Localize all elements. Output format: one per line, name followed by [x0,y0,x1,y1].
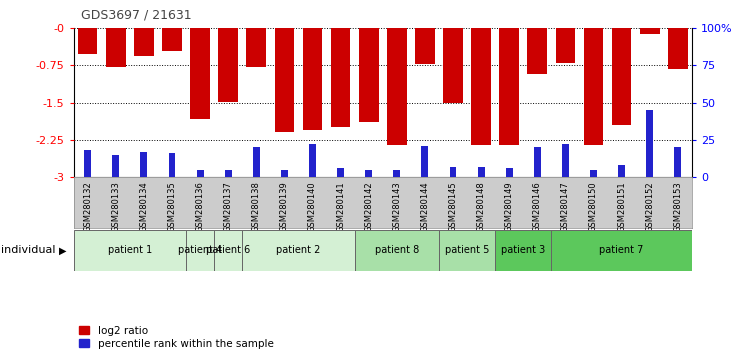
Text: patient 6: patient 6 [206,245,250,256]
Bar [450,167,456,177]
Text: GSM280152: GSM280152 [645,181,654,232]
Text: individual: individual [1,245,55,256]
Bar [499,28,519,145]
Bar [674,147,682,177]
Bar [247,28,266,67]
Bar [618,165,625,177]
Bar [330,28,350,127]
Bar [439,230,495,271]
Bar [113,155,119,177]
Bar [281,170,288,177]
Bar [337,168,344,177]
Bar [556,28,576,63]
Bar [551,230,692,271]
Bar [640,28,659,34]
Text: GSM280136: GSM280136 [196,181,205,232]
Bar [162,28,182,51]
Bar [359,28,378,122]
Text: GSM280135: GSM280135 [168,181,177,232]
Bar [495,230,551,271]
Text: patient 3: patient 3 [501,245,545,256]
Bar [443,28,463,103]
Text: GDS3697 / 21631: GDS3697 / 21631 [81,8,191,21]
Text: GSM280141: GSM280141 [336,181,345,232]
Bar [422,146,428,177]
Bar [562,144,569,177]
Text: GSM280153: GSM280153 [673,181,682,232]
Bar [197,170,203,177]
Text: GSM280148: GSM280148 [477,181,486,232]
Text: patient 1: patient 1 [107,245,152,256]
Text: GSM280140: GSM280140 [308,181,317,232]
Text: GSM280133: GSM280133 [111,181,120,232]
Bar [471,28,491,145]
Bar [387,28,406,145]
Bar [214,230,242,271]
Bar [275,28,294,132]
Text: GSM280142: GSM280142 [364,181,373,232]
Bar [253,147,260,177]
Text: GSM280151: GSM280151 [617,181,626,232]
Text: GSM280146: GSM280146 [533,181,542,232]
Text: GSM280149: GSM280149 [505,181,514,232]
Bar [590,170,597,177]
Text: patient 8: patient 8 [375,245,419,256]
Bar [134,28,154,56]
Text: GSM280145: GSM280145 [448,181,458,232]
Bar [141,152,147,177]
Bar [612,28,631,125]
Text: patient 7: patient 7 [599,245,644,256]
Bar [393,170,400,177]
Text: GSM280139: GSM280139 [280,181,289,232]
Bar [309,144,316,177]
Bar [169,153,175,177]
Bar [668,28,687,69]
Bar [528,28,547,74]
Bar [355,230,439,271]
Text: ▶: ▶ [59,245,66,256]
Bar [106,28,126,67]
Text: patient 5: patient 5 [445,245,489,256]
Bar [506,168,512,177]
Bar [534,147,541,177]
Bar [584,28,604,145]
Text: patient 4: patient 4 [178,245,222,256]
Text: GSM280143: GSM280143 [392,181,401,232]
Bar [78,28,97,54]
Bar [190,28,210,119]
Bar [186,230,214,271]
Text: GSM280147: GSM280147 [561,181,570,232]
Text: patient 2: patient 2 [276,245,321,256]
Bar [219,28,238,102]
Bar [84,150,91,177]
Bar [74,230,186,271]
Text: GSM280132: GSM280132 [83,181,92,232]
Bar [242,230,355,271]
Legend: log2 ratio, percentile rank within the sample: log2 ratio, percentile rank within the s… [79,326,274,349]
Text: GSM280137: GSM280137 [224,181,233,232]
Bar [302,28,322,130]
Bar [415,28,435,64]
Bar [365,170,372,177]
Bar [646,110,653,177]
Text: GSM280138: GSM280138 [252,181,261,232]
Bar [224,170,232,177]
Text: GSM280134: GSM280134 [139,181,149,232]
Text: GSM280144: GSM280144 [420,181,429,232]
Bar [478,167,484,177]
Text: GSM280150: GSM280150 [589,181,598,232]
